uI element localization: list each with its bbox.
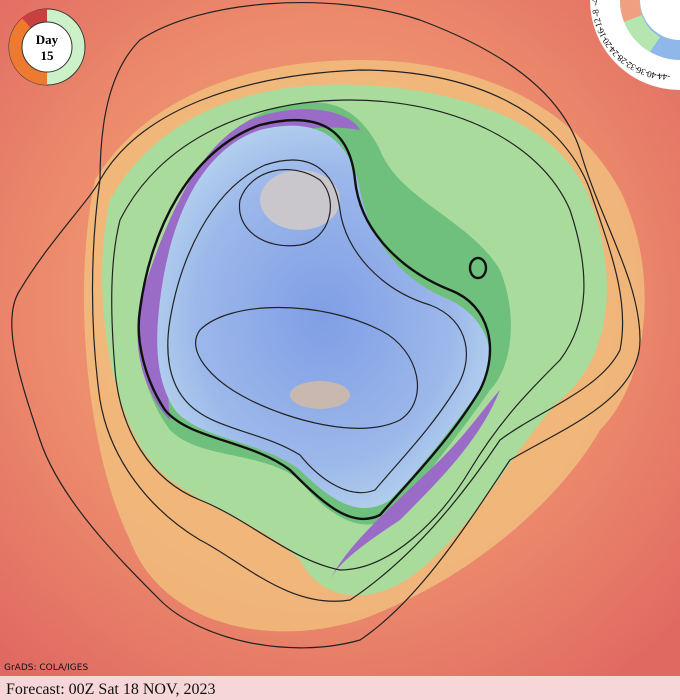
contour — [167, 159, 468, 494]
plateau — [290, 381, 350, 409]
color-legend: -4-8-12-16-20-24-28-32-36-40-44 — [590, 0, 680, 90]
contour-bold — [137, 118, 492, 521]
legend-hole — [644, 0, 680, 36]
contour — [238, 169, 331, 247]
contour — [195, 306, 418, 429]
cold-core — [157, 125, 490, 509]
dial-center — [21, 21, 73, 73]
footer-bar — [0, 676, 680, 700]
cold-edge — [137, 109, 360, 420]
legend-label: -36 — [635, 65, 650, 79]
legend-label: -4 — [590, 0, 600, 6]
legend-label: -44 — [657, 71, 670, 82]
contour — [11, 1, 641, 649]
day-dial: Day 15 — [8, 8, 86, 86]
greenland — [260, 170, 340, 230]
legend-band — [619, 0, 642, 22]
contour — [91, 69, 624, 602]
footer: Forecast: 00Z Sat 18 NOV, 2023 — [6, 681, 215, 698]
contour-bold — [468, 256, 488, 280]
contour — [111, 99, 585, 571]
dial-day: 15 — [41, 48, 55, 63]
cold-edge — [330, 390, 500, 580]
legend-label: -12 — [592, 17, 605, 31]
dial-label: Day — [36, 32, 59, 47]
legend-label: -8 — [590, 8, 601, 17]
legend-label: -40 — [646, 69, 660, 82]
credit: GrADS: COLA/IGES — [4, 663, 88, 673]
legend-label: -16 — [595, 26, 609, 42]
